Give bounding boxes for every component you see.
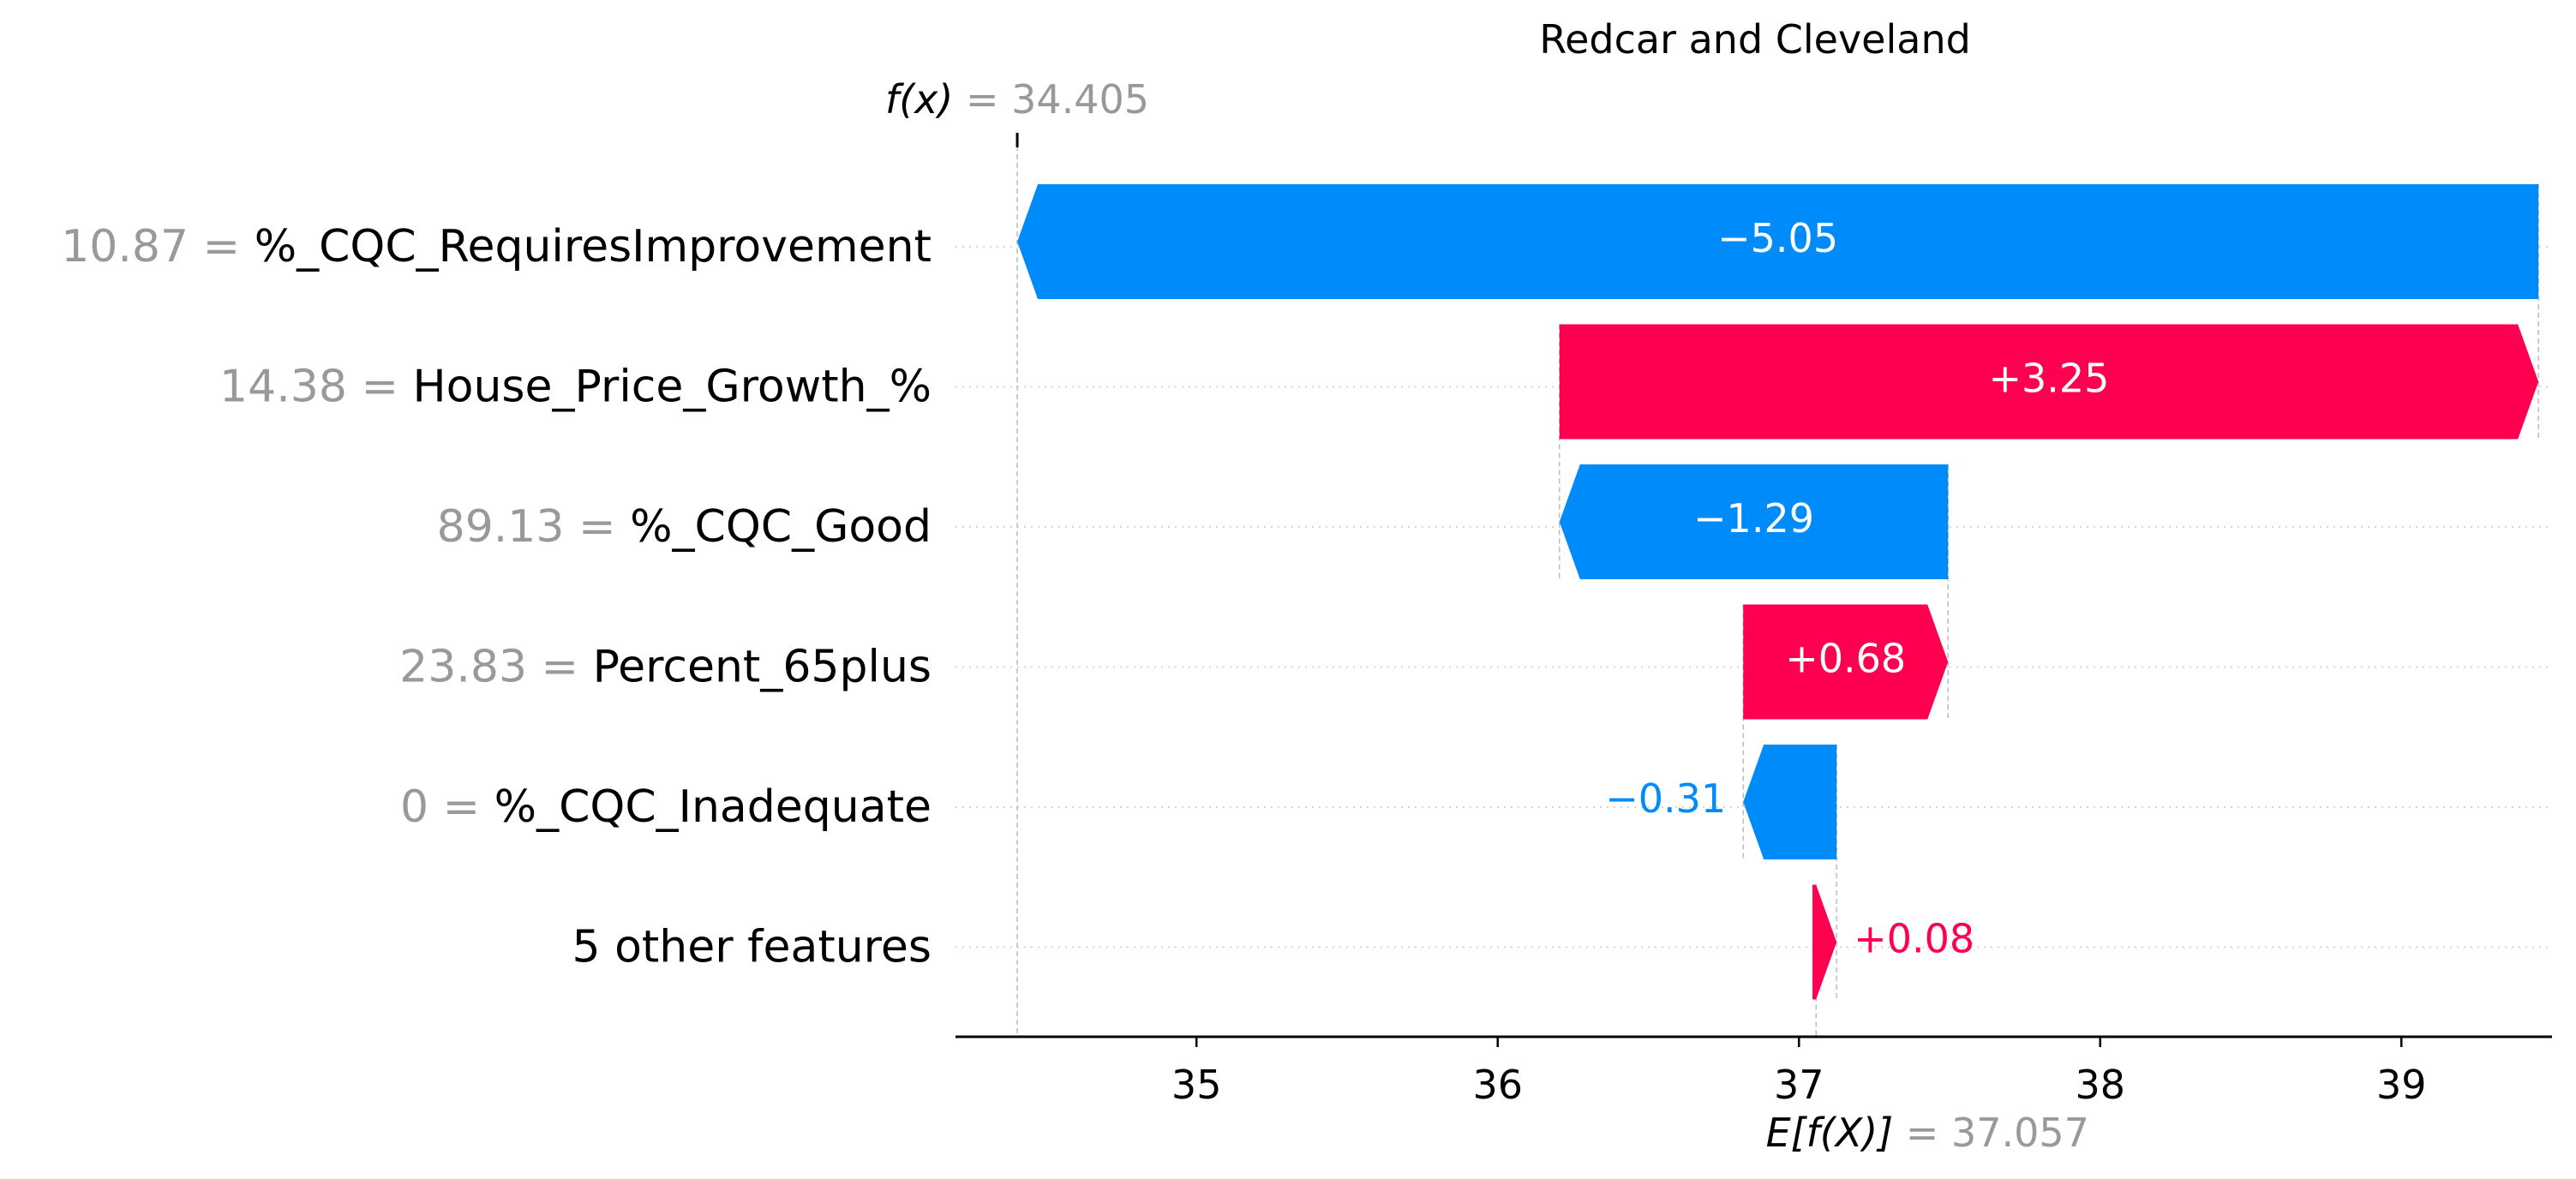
feature-label: 0 = %_CQC_Inadequate [400, 781, 932, 833]
feature-name: Percent_65plus [593, 642, 932, 693]
feature-value: 0 = [400, 781, 494, 833]
feature-label: 23.83 = Percent_65plus [399, 642, 932, 693]
x-tick-label: 37 [1774, 1062, 1824, 1108]
feature-name: 5 other features [572, 922, 932, 973]
negative-bar [1743, 745, 1837, 859]
fx-symbol: f(x) [885, 76, 966, 123]
x-tick-label: 39 [2376, 1062, 2427, 1108]
efx-symbol: E[f(X)] [1766, 1110, 1906, 1156]
feature-name: House_Price_Growth_% [413, 362, 932, 413]
feature-label: 10.87 = %_CQC_RequiresImprovement [61, 221, 932, 272]
chart-title: Redcar and Cleveland [1539, 16, 1971, 63]
bar-value-label: +3.25 [1988, 356, 2109, 402]
positive-bar [1559, 324, 2539, 440]
plot-area: −5.05 +3.25 −1.29 +0.68 −0.31 +0.08 10.87 = %_… [61, 76, 2552, 1156]
efx-label: E[f(X)] = 37.057 [1766, 1110, 2089, 1156]
positive-bar [1743, 604, 1949, 720]
feature-value: 89.13 = [437, 501, 631, 553]
bar-value-label: +0.68 [1785, 636, 1906, 682]
feature-value: 10.87 = [61, 221, 255, 272]
fx-label: f(x) = 34.405 [885, 76, 1149, 123]
bar-value-label: −1.29 [1693, 495, 1814, 542]
feature-name: %_CQC_Inadequate [494, 781, 932, 833]
fx-value: = 34.405 [966, 76, 1149, 123]
x-tick-label: 38 [2075, 1062, 2125, 1108]
feature-label: 5 other features [572, 922, 932, 973]
x-tick-label: 35 [1171, 1062, 1222, 1108]
bar-value-label: −0.31 [1605, 775, 1726, 822]
feature-label: 89.13 = %_CQC_Good [437, 501, 932, 553]
negative-bar [1017, 184, 2539, 299]
feature-name: %_CQC_Good [630, 501, 932, 553]
feature-value: 14.38 = [219, 362, 413, 413]
positive-bar [1812, 884, 1837, 1000]
feature-label: 14.38 = House_Price_Growth_% [219, 362, 932, 413]
efx-value: = 37.057 [1906, 1110, 2089, 1156]
x-tick-label: 36 [1472, 1062, 1523, 1108]
negative-bar [1559, 464, 1949, 579]
bar-value-label: −5.05 [1717, 215, 1838, 261]
bar-value-label: +0.08 [1854, 916, 1974, 962]
feature-name: %_CQC_RequiresImprovement [255, 221, 932, 272]
feature-value: 23.83 = [399, 642, 593, 693]
